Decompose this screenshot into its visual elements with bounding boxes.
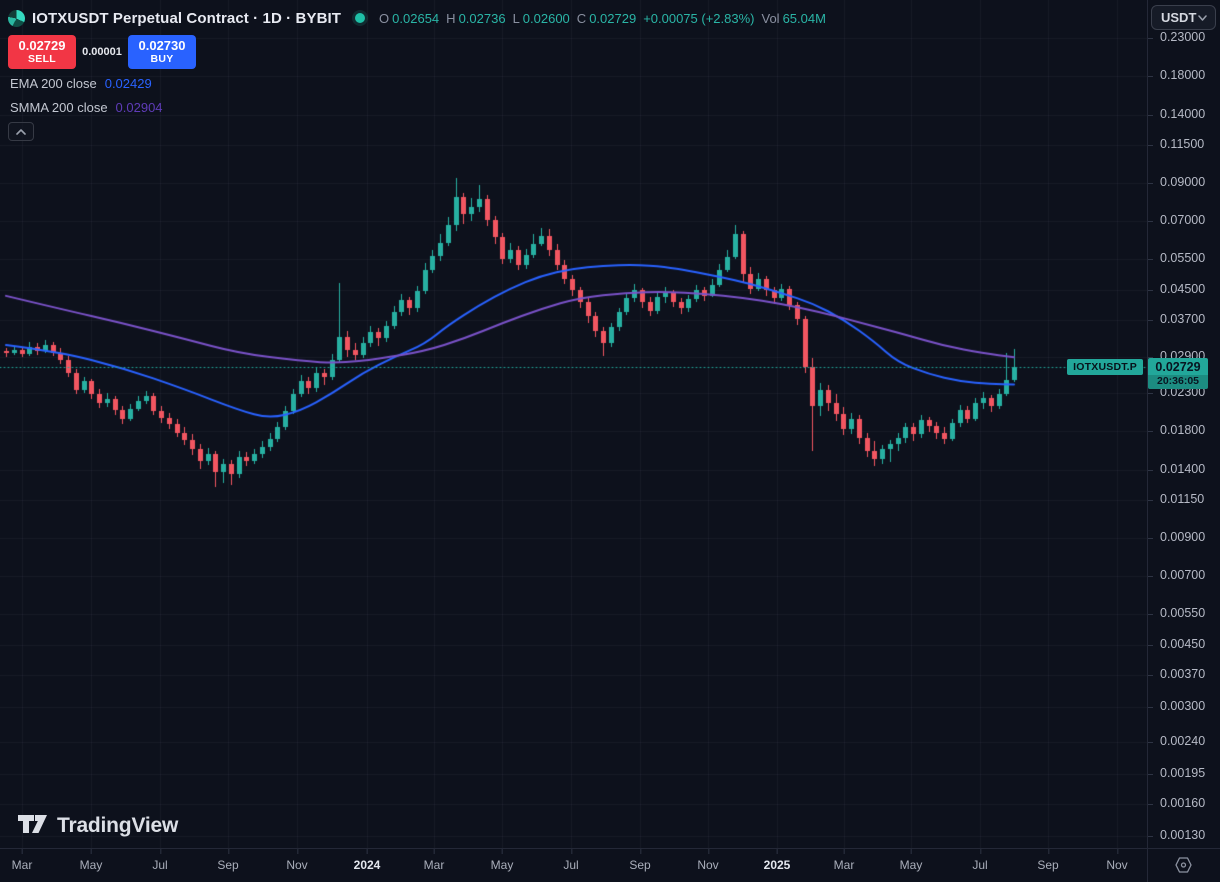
- iotx-coin-icon: [8, 9, 25, 27]
- indicator-value: 0.02904: [115, 100, 163, 115]
- time-tick-label: Nov: [1106, 849, 1128, 872]
- price-tick-label: 0.00550: [1147, 605, 1206, 620]
- change-value: +0.00075 (+2.83%): [643, 10, 755, 26]
- price-tick-label: 0.23000: [1147, 30, 1206, 44]
- last-price-value: 0.02729: [1155, 359, 1201, 374]
- indicator-name: SMMA 200 close: [10, 100, 108, 115]
- price-tick-label: 0.00700: [1147, 568, 1206, 583]
- price-tick-label: 0.00195: [1147, 765, 1206, 780]
- price-tick-label: 0.03700: [1147, 311, 1206, 326]
- bar-countdown: 20:36:05: [1148, 374, 1208, 389]
- price-axis[interactable]: 0.23000 0.18000 0.14000 0.11500 0.09000 0.070…: [1147, 0, 1220, 882]
- price-tick-label: 0.18000: [1147, 67, 1206, 82]
- high-label: H: [446, 10, 456, 26]
- buy-price: 0.02730: [138, 37, 186, 53]
- price-tick-label: 0.00130: [1147, 828, 1206, 843]
- time-tick-label: Mar: [11, 849, 33, 872]
- price-tick-label: 0.00240: [1147, 733, 1206, 748]
- indicator-name: EMA 200 close: [10, 76, 97, 91]
- buy-label: BUY: [150, 53, 174, 66]
- high-value: 0.02736: [458, 10, 506, 26]
- indicator-ema-200[interactable]: EMA 200 close 0.02429: [10, 76, 152, 91]
- price-tick-label: 0.00370: [1147, 666, 1206, 681]
- open-label: O: [379, 10, 390, 26]
- scales-settings-icon[interactable]: [1172, 855, 1194, 875]
- price-tick-label: 0.01400: [1147, 461, 1206, 476]
- close-value: 0.02729: [589, 10, 637, 26]
- ohlc-readout: O 0.02654 H 0.02736 L 0.02600 C 0.02729 …: [379, 11, 826, 26]
- time-tick-label: 2025: [763, 849, 791, 872]
- time-tick-label: Nov: [286, 849, 308, 872]
- low-label: L: [512, 10, 520, 26]
- symbol-title[interactable]: IOTXUSDT Perpetual Contract · 1D · BYBIT: [32, 9, 342, 27]
- low-value: 0.02600: [522, 10, 570, 26]
- time-tick-label: 2024: [353, 849, 381, 872]
- sell-label: SELL: [27, 53, 57, 66]
- market-status-dot-icon[interactable]: [355, 13, 366, 23]
- tradingview-wordmark: TradingView: [57, 813, 179, 837]
- price-tick-label: 0.11500: [1147, 136, 1205, 151]
- indicator-value: 0.02429: [104, 76, 152, 91]
- time-tick-label: May: [79, 849, 103, 872]
- price-tick-label: 0.07000: [1147, 213, 1206, 228]
- symbol-price-line-tag: IOTXUSDT.P: [1067, 358, 1143, 375]
- last-price-label: 0.02729 20:36:05: [1148, 357, 1208, 389]
- currency-dropdown[interactable]: USDT: [1151, 5, 1216, 30]
- buy-button[interactable]: 0.02730 BUY: [128, 35, 196, 69]
- price-tick-label: 0.01150: [1147, 491, 1205, 506]
- currency-dropdown-value: USDT: [1161, 10, 1197, 25]
- price-tick-label: 0.00900: [1147, 529, 1206, 544]
- spread-value: 0.00001: [82, 46, 122, 58]
- volume-label: Vol: [761, 10, 780, 26]
- time-tick-label: Jul: [563, 849, 579, 872]
- hexagon-settings-icon: [1174, 857, 1192, 873]
- tradingview-logo[interactable]: TradingView: [18, 812, 178, 839]
- sell-button[interactable]: 0.02729 SELL: [8, 35, 76, 69]
- time-tick-label: Jul: [972, 849, 988, 872]
- open-value: 0.02654: [392, 10, 440, 26]
- time-axis[interactable]: Mar May Jul Sep Nov 2024 Mar May Jul Sep Nov 2025 Ma…: [0, 848, 1220, 882]
- time-tick-label: May: [899, 849, 923, 872]
- price-tick-label: 0.09000: [1147, 174, 1206, 189]
- price-chart-canvas[interactable]: [0, 0, 1148, 848]
- title-row: IOTXUSDT Perpetual Contract · 1D · BYBIT…: [8, 7, 826, 29]
- price-tick-label: 0.05500: [1147, 250, 1206, 265]
- price-tick-label: 0.00300: [1147, 699, 1206, 714]
- price-tick-label: 0.02300: [1147, 385, 1206, 400]
- time-tick-label: Sep: [629, 849, 651, 872]
- time-tick-label: Sep: [217, 849, 239, 872]
- price-tick-label: 0.14000: [1147, 106, 1206, 121]
- time-tick-label: Nov: [697, 849, 719, 872]
- volume-value: 65.04M: [782, 10, 826, 26]
- time-tick-label: Sep: [1037, 849, 1059, 872]
- price-tick-label: 0.04500: [1147, 281, 1206, 296]
- close-label: C: [576, 10, 587, 26]
- sell-price: 0.02729: [18, 37, 66, 53]
- price-tick-label: 0.01800: [1147, 422, 1206, 437]
- price-tick-label: 0.00160: [1147, 796, 1206, 811]
- time-tick-label: Mar: [833, 849, 855, 872]
- time-tick-label: Mar: [423, 849, 445, 872]
- chevron-up-icon: [16, 128, 26, 135]
- trade-buttons-row: 0.02729 SELL 0.00001 0.02730 BUY: [8, 35, 196, 69]
- price-tick-label: 0.00450: [1147, 636, 1206, 651]
- collapse-indicators-button[interactable]: [8, 122, 34, 141]
- indicator-smma-200[interactable]: SMMA 200 close 0.02904: [10, 100, 163, 115]
- chevron-down-icon: [1198, 14, 1207, 21]
- tradingview-logo-icon: [18, 815, 47, 833]
- time-tick-label: May: [490, 849, 514, 872]
- time-tick-label: Jul: [152, 849, 168, 872]
